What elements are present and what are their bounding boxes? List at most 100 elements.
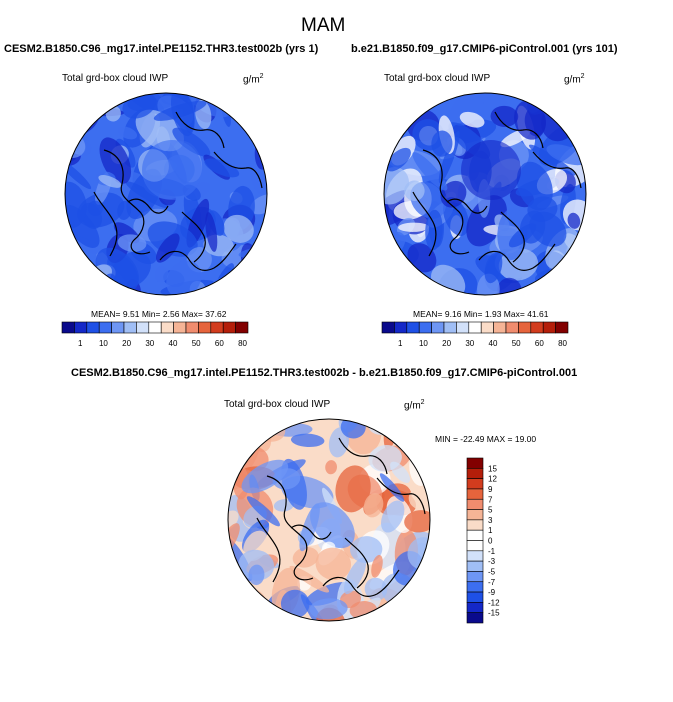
panel3-colorbar-swatch (466, 540, 484, 552)
panel3-field-patch (273, 499, 294, 512)
panel2-mean-value: 9.16 (444, 309, 462, 319)
panel3-field-patch (378, 610, 413, 621)
panel2-coastline (494, 111, 544, 149)
panel2-field-patch (459, 111, 485, 128)
panel3-field-patch (402, 419, 430, 445)
panel2-units-base: g/m (564, 74, 581, 86)
panel3-field-patch (290, 433, 325, 448)
panel1-map-border (64, 92, 268, 296)
panel3-variable-title: Total grd-box cloud IWP (224, 399, 331, 410)
panel1-colorbar-swatch (198, 321, 212, 334)
panel2-field-patch (567, 93, 586, 121)
panel3-coastline (256, 517, 281, 583)
panel1-colorbar-swatch (222, 321, 236, 334)
panel1-colorbar-swatch (173, 321, 187, 334)
panel1-units-exp: 2 (259, 73, 264, 80)
panel1-coastline (127, 198, 169, 214)
panel1-colorbar-swatch (98, 321, 112, 334)
panel2-field-patch (490, 105, 519, 128)
panel3-colorbar-swatch (466, 581, 484, 593)
panel3-colorbar-tick-label: -3 (488, 557, 496, 566)
panel1-case-title: CESM2.B1850.C96_mg17.intel.PE1152.THR3.t… (4, 43, 319, 55)
panel3-colorbar-tick-label: -7 (488, 578, 496, 587)
panel3-field-patch (230, 579, 247, 619)
panel3-colorbar-swatch (466, 591, 484, 603)
panel1-colorbar-swatch (148, 321, 162, 334)
panel3-coastline (344, 537, 369, 589)
panel1-max-value: 37.62 (205, 309, 227, 319)
panel1-field-patch (223, 214, 254, 243)
panel1-stats: MEAN= 9.51 Min= 2.56 Max= 37.62 (91, 309, 226, 319)
panel2-field-patch (558, 95, 586, 116)
panel3-colorbar-tick-label: 7 (488, 495, 493, 504)
panel3-field-patch (325, 460, 337, 475)
panel1-colorbar-tick-label: 10 (99, 339, 108, 348)
panel2-field-patch (572, 268, 586, 295)
panel1-coastline (103, 149, 151, 255)
panel2-coastline (500, 211, 525, 263)
panel3-map-border (227, 418, 431, 622)
panel3-colorbar-tick-label: 12 (488, 475, 497, 484)
panel1-field-patch (172, 127, 211, 157)
panel1-colorbar-swatch (185, 321, 199, 334)
panel1-colorbar-tick-label: 1 (78, 339, 83, 348)
panel3-field (228, 419, 430, 621)
panel1-polar-map (64, 92, 268, 296)
panel2-coastline (412, 191, 437, 257)
panel1-colorbar-swatch (61, 321, 75, 334)
panel1-field-patch (204, 158, 240, 178)
panel3-field-patch (246, 496, 280, 527)
panel2-colorbar-tick-label: 50 (512, 339, 521, 348)
panel1-field-patch (117, 126, 138, 140)
panel2-colorbar-swatch (493, 321, 507, 334)
panel2-colorbar-swatch (555, 321, 569, 334)
panel3-coastline (376, 477, 426, 515)
panel3-field-patch (407, 537, 430, 570)
panel3-colorbar-tick-label: -1 (488, 547, 496, 556)
panel1-colorbar-swatch (86, 321, 100, 334)
panel2-field-patch (484, 252, 503, 284)
panel1-colorbar-tick-label: 40 (169, 339, 178, 348)
panel2-polar-map (383, 92, 587, 296)
panel1-field-patch (65, 181, 87, 229)
panel1-colorbar-tick-label: 60 (215, 339, 224, 348)
panel1-min-label: Min= (141, 309, 161, 319)
panel2-colorbar-swatch (443, 321, 457, 334)
panel3-colorbar-swatch (466, 571, 484, 583)
panel3-minmax: MIN = -22.49 MAX = 19.00 (435, 434, 537, 444)
panel1-colorbar-swatch (123, 321, 137, 334)
panel3-field-patch (371, 554, 383, 578)
panel1-variable-title: Total grd-box cloud IWP (62, 73, 169, 84)
panel3-field-patch (364, 577, 388, 601)
panel2-field-patch (425, 209, 443, 251)
panel3-colorbar-tick-label: 3 (488, 516, 493, 525)
panel1-colorbar-swatch (74, 321, 88, 334)
panel2-colorbar-tick-label: 30 (465, 339, 474, 348)
panel2-colorbar-swatch (406, 321, 420, 334)
panel3-field-patch (228, 585, 259, 621)
panel1-coastline (93, 191, 118, 257)
panel1-max-label: Max= (181, 309, 203, 319)
panel2-field (384, 93, 586, 295)
panel3-coastline (290, 524, 332, 540)
panel1-field-patch (69, 280, 106, 292)
panel1-colorbar-swatch (111, 321, 125, 334)
panel2-field-patch (384, 273, 413, 294)
panel3-field-patch (315, 547, 352, 581)
panel1-coastline (181, 211, 206, 263)
panel3-field-patch (363, 493, 384, 518)
panel1-field-patch (154, 266, 169, 283)
panel1-field-patch (75, 279, 101, 295)
panel1-mean-label: MEAN= (91, 309, 121, 319)
panel1-coastline (159, 243, 237, 271)
panel3-units-base: g/m (404, 400, 421, 412)
panel2-field-patch (516, 161, 553, 211)
panel2-case-title: b.e21.B1850.f09_g17.CMIP6-piControl.001 … (351, 43, 618, 55)
panel2-field-patch (497, 277, 522, 295)
panel3-colorbar-swatch (466, 509, 484, 521)
panel2-coastline (446, 198, 488, 214)
panel2-min-label: Min= (463, 309, 483, 319)
panel2-map-border (383, 92, 587, 296)
panel2-field-patch (497, 207, 528, 261)
panel1-colorbar-swatch (235, 321, 249, 334)
